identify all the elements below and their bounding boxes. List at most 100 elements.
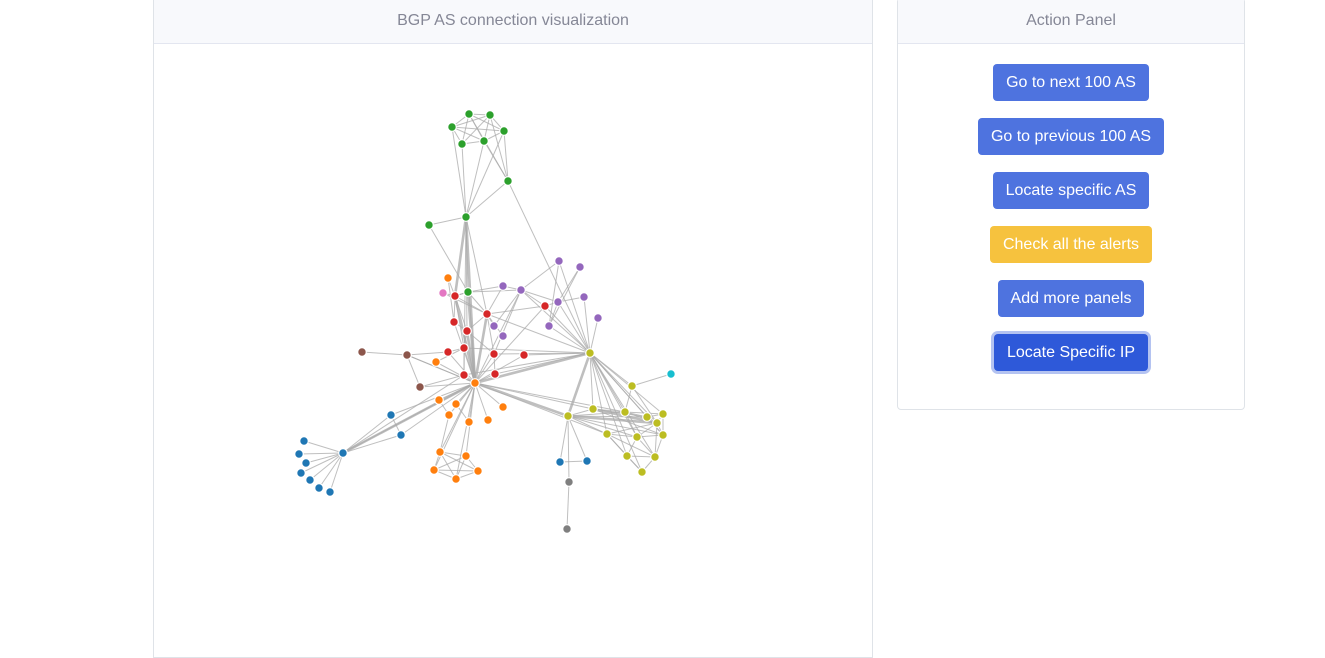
as-node-olive[interactable]: [642, 412, 652, 422]
as-node-blue[interactable]: [555, 457, 565, 467]
as-node-olive[interactable]: [637, 467, 647, 477]
as-node-green[interactable]: [447, 122, 457, 132]
next-100-as-button[interactable]: Go to next 100 AS: [993, 64, 1149, 101]
as-node-blue[interactable]: [325, 487, 335, 497]
as-node-blue[interactable]: [305, 475, 315, 485]
as-node-purple[interactable]: [554, 256, 564, 266]
as-node-orange[interactable]: [443, 273, 453, 283]
as-node-purple[interactable]: [544, 321, 554, 331]
as-node-red[interactable]: [540, 301, 550, 311]
as-node-cyan[interactable]: [666, 369, 676, 379]
as-node-orange[interactable]: [444, 410, 454, 420]
as-node-olive[interactable]: [658, 430, 668, 440]
as-node-orange[interactable]: [429, 465, 439, 475]
visualization-card: BGP AS connection visualization: [153, 0, 873, 658]
as-node-olive[interactable]: [602, 429, 612, 439]
as-node-red[interactable]: [482, 309, 492, 319]
as-node-orange[interactable]: [435, 447, 445, 457]
graph-edge: [467, 285, 504, 293]
as-node-purple[interactable]: [579, 292, 589, 302]
as-node-blue[interactable]: [338, 448, 348, 458]
as-node-olive[interactable]: [650, 452, 660, 462]
as-node-green[interactable]: [463, 287, 473, 297]
as-node-red[interactable]: [443, 347, 453, 357]
graph-edge: [342, 434, 402, 454]
as-node-gray[interactable]: [564, 477, 574, 487]
graph-edge: [342, 374, 465, 454]
as-node-blue[interactable]: [299, 436, 309, 446]
as-node-olive[interactable]: [585, 348, 595, 358]
as-node-brown[interactable]: [415, 382, 425, 392]
as-node-blue[interactable]: [582, 456, 592, 466]
as-node-olive[interactable]: [652, 418, 662, 428]
graph-edge: [463, 352, 591, 376]
as-node-olive[interactable]: [588, 404, 598, 414]
as-node-olive[interactable]: [627, 381, 637, 391]
as-node-olive[interactable]: [620, 407, 630, 417]
as-node-orange[interactable]: [431, 357, 441, 367]
as-network-graph[interactable]: [154, 44, 872, 658]
as-node-purple[interactable]: [593, 313, 603, 323]
check-alerts-button[interactable]: Check all the alerts: [989, 226, 1153, 263]
as-node-red[interactable]: [450, 291, 460, 301]
as-node-olive[interactable]: [632, 432, 642, 442]
as-node-blue[interactable]: [301, 458, 311, 468]
as-node-orange[interactable]: [470, 378, 480, 388]
as-node-orange[interactable]: [464, 417, 474, 427]
as-node-blue[interactable]: [294, 449, 304, 459]
as-node-pink[interactable]: [438, 288, 448, 298]
as-node-green[interactable]: [485, 110, 495, 120]
graph-edge: [439, 451, 457, 480]
as-node-red[interactable]: [459, 370, 469, 380]
as-node-orange[interactable]: [473, 466, 483, 476]
as-node-brown[interactable]: [357, 347, 367, 357]
previous-100-as-button[interactable]: Go to previous 100 AS: [977, 118, 1165, 155]
as-node-green[interactable]: [424, 220, 434, 230]
locate-specific-ip-button[interactable]: Locate Specific IP: [993, 334, 1149, 371]
as-node-gray[interactable]: [562, 524, 572, 534]
graph-nodes[interactable]: [294, 109, 676, 534]
as-node-brown[interactable]: [402, 350, 412, 360]
as-node-blue[interactable]: [396, 430, 406, 440]
locate-specific-as-button[interactable]: Locate specific AS: [992, 172, 1150, 209]
graph-edge: [447, 351, 476, 384]
as-node-orange[interactable]: [483, 415, 493, 425]
graph-edge: [461, 113, 470, 145]
as-node-olive[interactable]: [563, 411, 573, 421]
as-node-green[interactable]: [503, 176, 513, 186]
as-node-orange[interactable]: [461, 451, 471, 461]
graph-edge: [463, 347, 591, 354]
graph-edge: [439, 414, 450, 453]
as-node-red[interactable]: [489, 349, 499, 359]
as-node-red[interactable]: [519, 350, 529, 360]
as-node-green[interactable]: [464, 109, 474, 119]
as-node-orange[interactable]: [434, 395, 444, 405]
as-node-green[interactable]: [457, 139, 467, 149]
as-node-blue[interactable]: [386, 410, 396, 420]
add-more-panels-button[interactable]: Add more panels: [997, 280, 1145, 317]
action-button-list: Go to next 100 AS Go to previous 100 AS …: [898, 44, 1244, 388]
as-node-red[interactable]: [490, 369, 500, 379]
as-node-purple[interactable]: [498, 331, 508, 341]
graph-edge: [567, 415, 608, 435]
as-node-olive[interactable]: [622, 451, 632, 461]
as-node-purple[interactable]: [553, 297, 563, 307]
graph-edge: [567, 415, 664, 436]
as-node-red[interactable]: [449, 317, 459, 327]
as-node-red[interactable]: [462, 326, 472, 336]
as-node-green[interactable]: [479, 136, 489, 146]
as-node-purple[interactable]: [516, 285, 526, 295]
as-node-purple[interactable]: [498, 281, 508, 291]
as-node-blue[interactable]: [314, 483, 324, 493]
as-node-purple[interactable]: [575, 262, 585, 272]
as-node-orange[interactable]: [451, 474, 461, 484]
as-node-green[interactable]: [461, 212, 471, 222]
graph-edge: [451, 126, 467, 218]
as-node-orange[interactable]: [451, 399, 461, 409]
as-node-blue[interactable]: [296, 468, 306, 478]
as-node-red[interactable]: [459, 343, 469, 353]
as-node-olive[interactable]: [658, 409, 668, 419]
as-node-purple[interactable]: [489, 321, 499, 331]
as-node-orange[interactable]: [498, 402, 508, 412]
as-node-green[interactable]: [499, 126, 509, 136]
